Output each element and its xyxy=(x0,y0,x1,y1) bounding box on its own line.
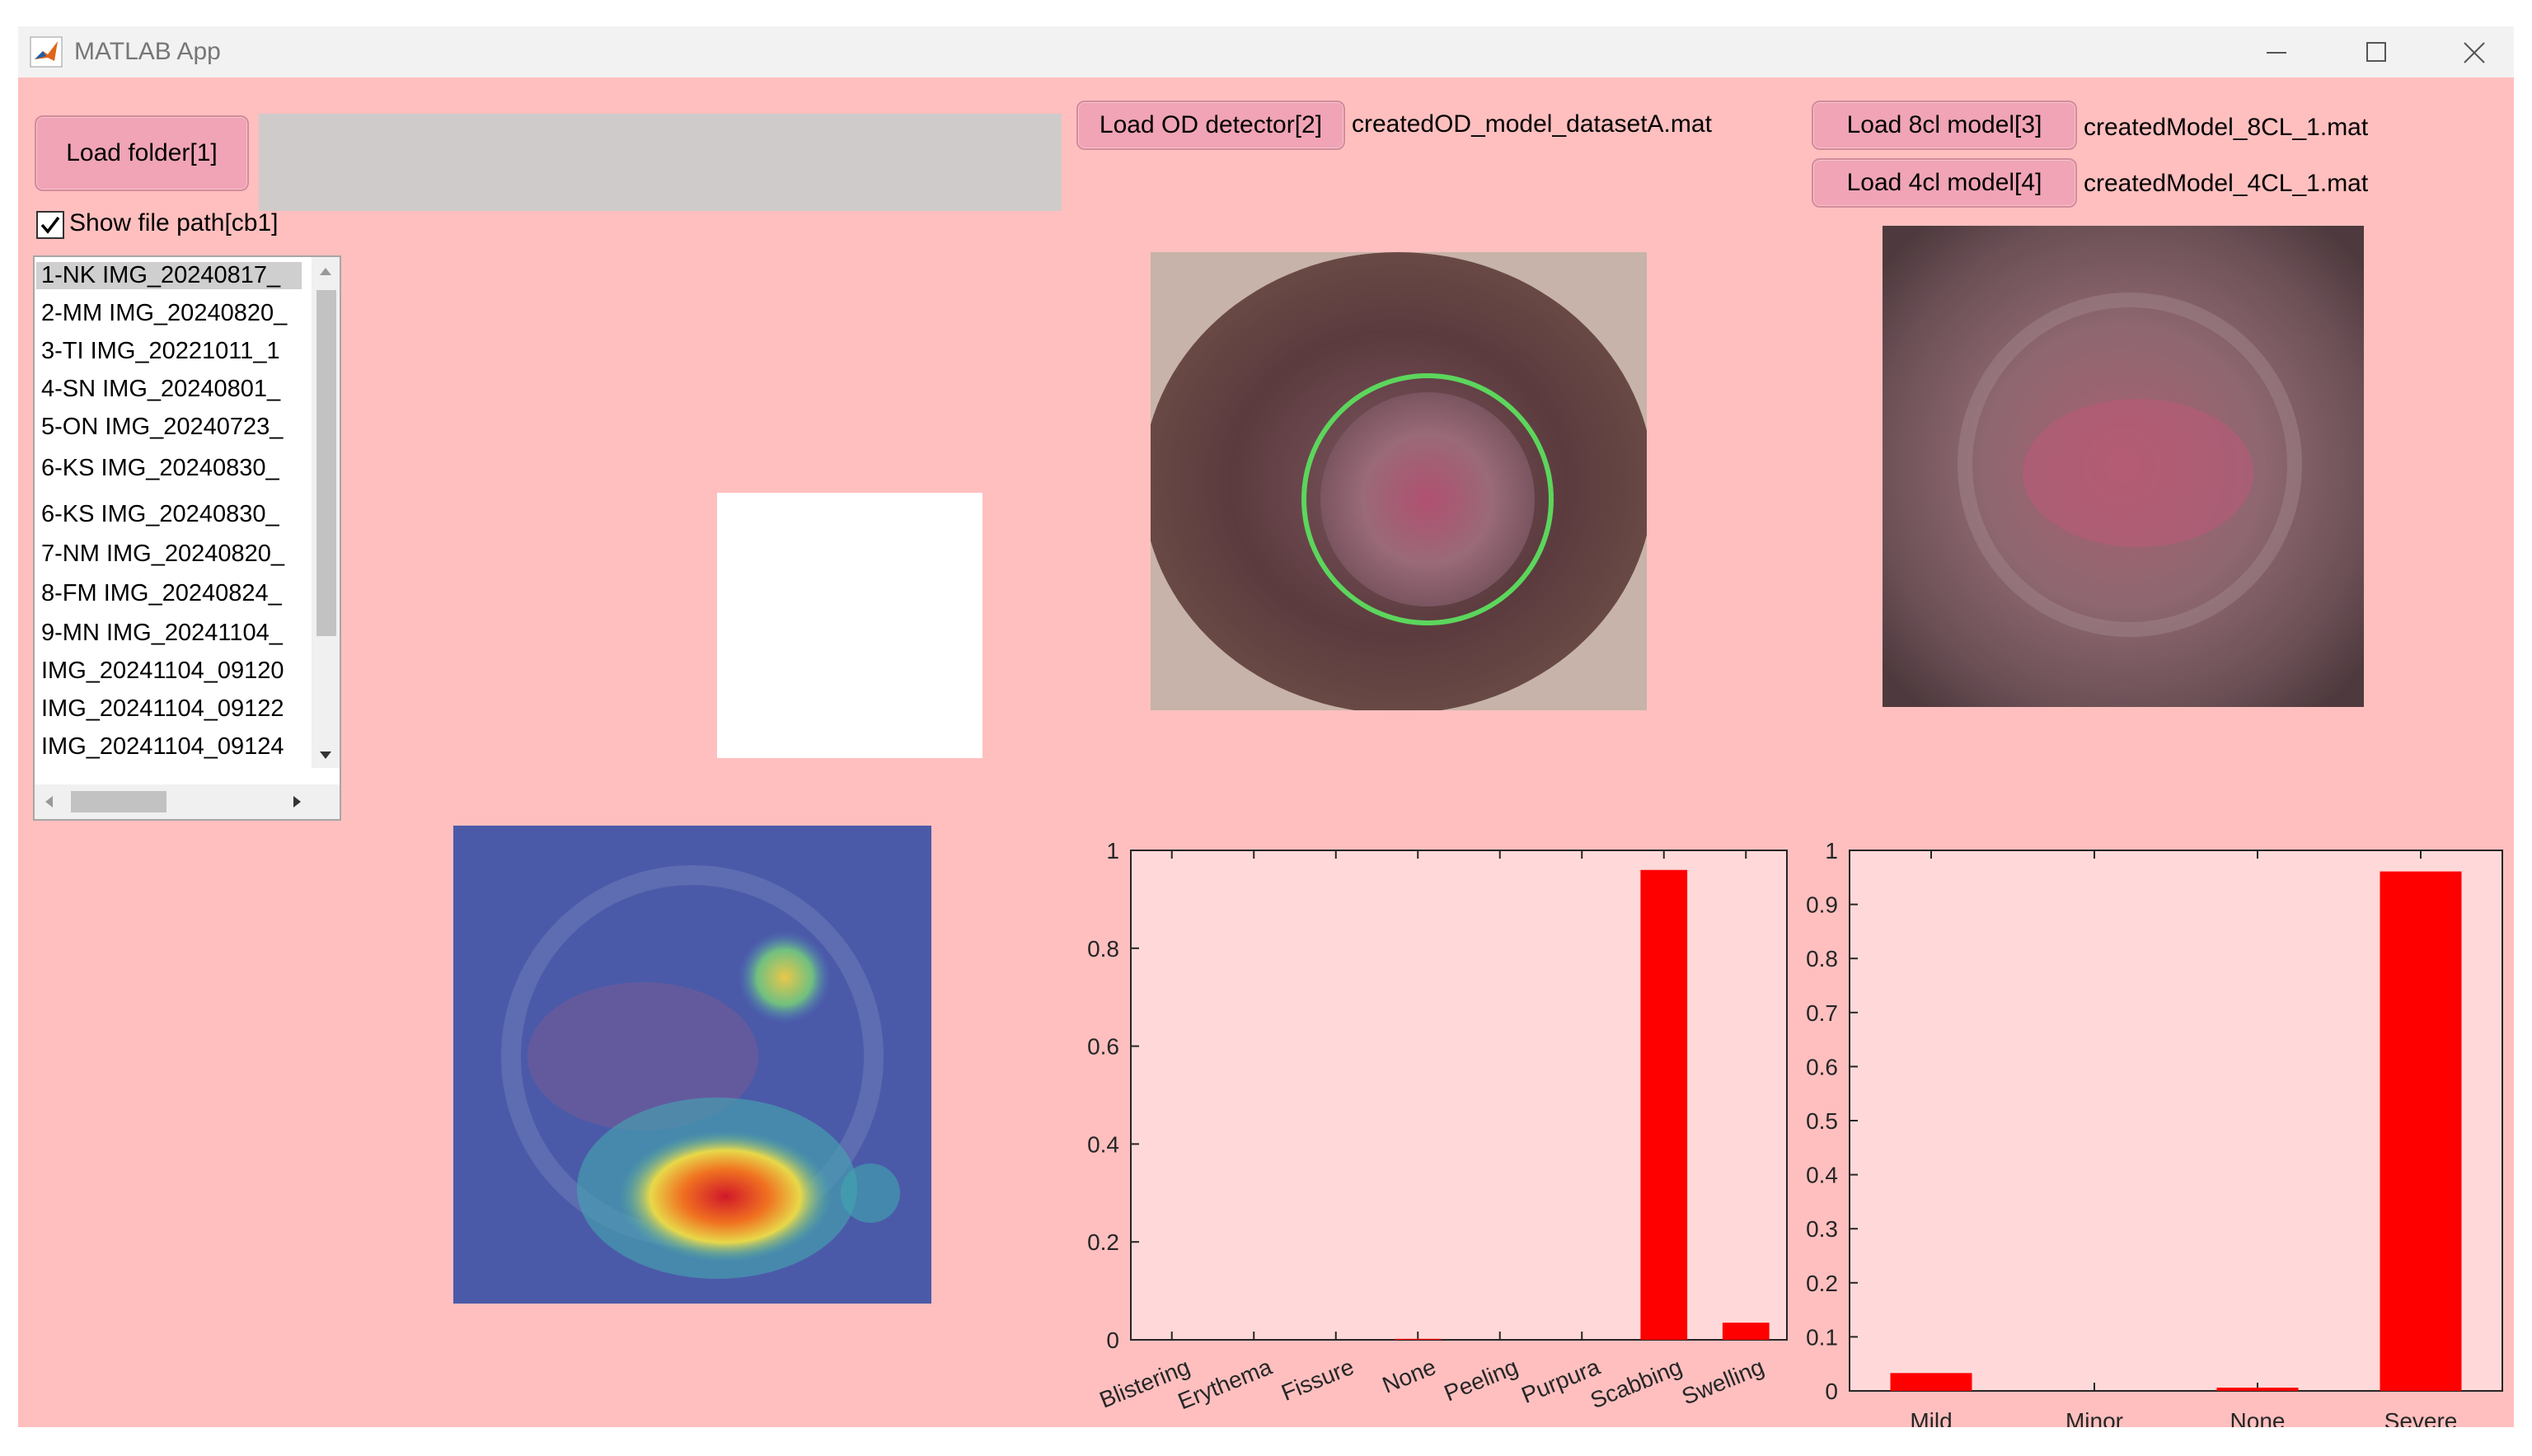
heatmap-image xyxy=(453,826,931,1304)
list-item[interactable]: 6-KS IMG_20240830_ xyxy=(41,455,279,481)
x-tick-label: Erythema xyxy=(1175,1354,1276,1415)
bar xyxy=(2380,871,2462,1391)
list-item[interactable]: 5-ON IMG_20240723_ xyxy=(41,414,284,440)
bar xyxy=(1722,1323,1770,1340)
bar xyxy=(1890,1373,1972,1391)
list-item[interactable]: 6-KS IMG_20240830_ xyxy=(41,501,279,527)
file-path-display xyxy=(259,114,1062,211)
y-tick-label: 0.8 xyxy=(1087,936,1119,962)
plot-area xyxy=(1130,850,1788,1341)
vertical-scrollbar[interactable] xyxy=(312,257,340,768)
detection-image xyxy=(1151,252,1647,710)
list-item[interactable]: 8-FM IMG_20240824_ xyxy=(41,580,282,606)
cropped-image xyxy=(1883,226,2364,707)
load-od-detector-button[interactable]: Load OD detector[2] xyxy=(1076,101,1345,150)
load-8cl-model-button[interactable]: Load 8cl model[3] xyxy=(1812,101,2077,150)
list-item[interactable]: 1-NK IMG_20240817_ xyxy=(36,262,302,289)
y-tick-label: 0.6 xyxy=(1087,1034,1119,1060)
file-listbox[interactable]: 1-NK IMG_20240817_ 2-MM IMG_20240820_ 3-TI… xyxy=(33,255,341,821)
show-file-path-label: Show file path[cb1] xyxy=(69,209,279,236)
list-item[interactable]: IMG_20241104_09120 xyxy=(41,658,284,684)
x-tick-label: Severe xyxy=(2384,1408,2458,1427)
detection-circle xyxy=(1301,373,1554,625)
y-tick-label: 1 xyxy=(1106,838,1119,864)
list-item[interactable]: 7-NM IMG_20240820_ xyxy=(41,541,284,567)
bar xyxy=(1394,1338,1442,1340)
y-tick-label: 0.7 xyxy=(1806,1000,1838,1026)
y-tick-label: 0.1 xyxy=(1806,1324,1838,1350)
scroll-right-icon[interactable] xyxy=(292,794,303,809)
x-tick-label: None xyxy=(2230,1408,2286,1427)
blank-preview xyxy=(717,493,982,758)
y-tick-label: 0.5 xyxy=(1806,1108,1838,1134)
list-item[interactable]: 3-TI IMG_20221011_1 xyxy=(41,338,280,364)
matlab-icon xyxy=(30,36,63,68)
title-bar: MATLAB App xyxy=(18,26,2514,77)
show-file-path-checkbox[interactable] xyxy=(36,211,64,239)
y-tick-label: 0.9 xyxy=(1806,892,1838,918)
list-item[interactable]: IMG_20241104_09124 xyxy=(41,733,284,760)
od-model-filename: createdOD_model_datasetA.mat xyxy=(1352,110,1712,138)
scroll-down-icon[interactable] xyxy=(318,750,333,761)
list-item[interactable]: IMG_20241104_09122 xyxy=(41,695,284,722)
model-8cl-filename: createdModel_8CL_1.mat xyxy=(2084,114,2369,141)
horizontal-scrollbar[interactable] xyxy=(35,784,340,819)
x-tick-label: Mild xyxy=(1910,1408,1952,1427)
y-tick-label: 0.4 xyxy=(1087,1131,1119,1157)
x-tick-label: Swelling xyxy=(1678,1354,1767,1410)
x-tick-label: Fissure xyxy=(1278,1354,1357,1406)
y-tick-label: 1 xyxy=(1825,838,1838,864)
y-tick-label: 0 xyxy=(1825,1379,1838,1404)
list-item[interactable]: 4-SN IMG_20240801_ xyxy=(41,376,281,402)
scroll-up-icon[interactable] xyxy=(318,265,333,277)
list-item[interactable]: 9-MN IMG_20241104_ xyxy=(41,620,283,646)
minimize-icon[interactable] xyxy=(2252,31,2301,73)
y-tick-label: 0 xyxy=(1106,1327,1119,1353)
model-4cl-filename: createdModel_4CL_1.mat xyxy=(2084,170,2369,197)
x-tick-label: Blistering xyxy=(1096,1354,1193,1413)
y-tick-label: 0.3 xyxy=(1806,1216,1838,1242)
maximize-icon[interactable] xyxy=(2351,31,2400,73)
y-tick-label: 0.4 xyxy=(1806,1163,1838,1188)
app-window: MATLAB App Load folder[1] Show file path… xyxy=(18,26,2514,1427)
y-tick-label: 0.2 xyxy=(1087,1229,1119,1255)
load-4cl-model-button[interactable]: Load 4cl model[4] xyxy=(1812,158,2077,208)
y-tick-label: 0.6 xyxy=(1806,1054,1838,1079)
y-tick-label: 0.8 xyxy=(1806,946,1838,971)
vertical-scroll-thumb[interactable] xyxy=(316,290,336,636)
close-icon[interactable] xyxy=(2450,31,2499,73)
x-tick-label: Peeling xyxy=(1441,1354,1522,1407)
y-tick-label: 0.2 xyxy=(1806,1271,1838,1296)
chart-4-class: 0 0.1 0.2 0.3 0.4 0.5 0.6 0.7 0.8 0.9 1 Mild Minor No… xyxy=(1806,838,2503,1427)
x-tick-label: Scabbing xyxy=(1587,1354,1686,1413)
bar xyxy=(1640,869,1688,1340)
horizontal-scroll-thumb[interactable] xyxy=(71,791,166,812)
checkmark-icon xyxy=(40,216,60,234)
window-title: MATLAB App xyxy=(74,38,221,65)
x-tick-label: None xyxy=(1379,1354,1440,1398)
bar xyxy=(2216,1388,2299,1391)
scroll-left-icon[interactable] xyxy=(43,794,54,809)
list-item[interactable]: 2-MM IMG_20240820_ xyxy=(41,300,288,326)
x-tick-label: Minor xyxy=(2065,1408,2123,1427)
load-folder-button[interactable]: Load folder[1] xyxy=(35,115,249,191)
